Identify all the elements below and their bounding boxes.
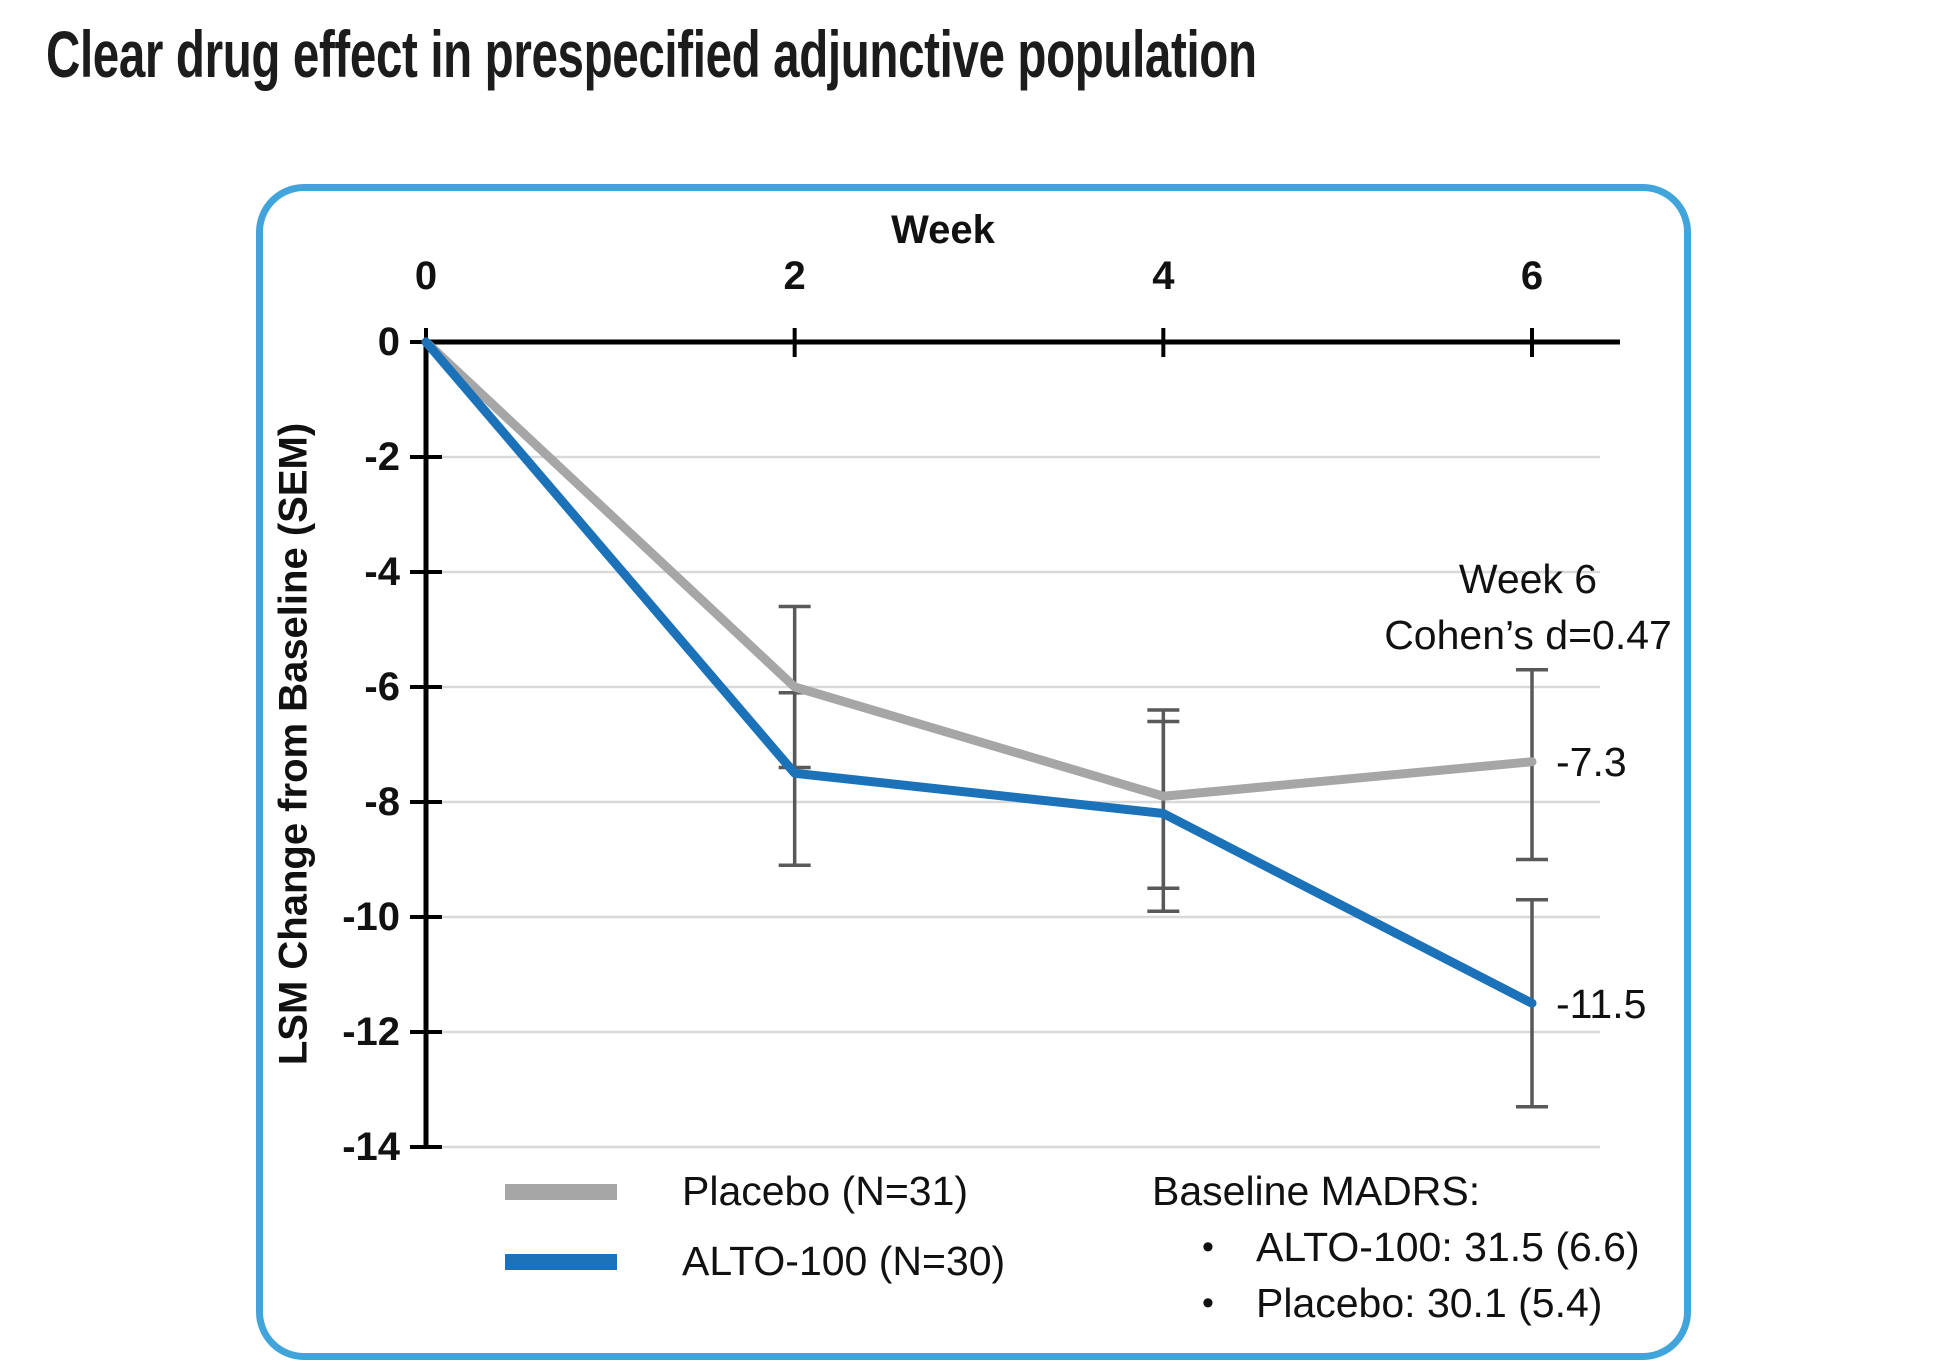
y-tick-label: -10 (342, 895, 400, 939)
alto-series-line (421, 337, 1537, 1008)
bullet-icon: • (1202, 1284, 1214, 1322)
y-tick-label: -14 (342, 1125, 400, 1169)
y-tick-label: -12 (342, 1010, 400, 1054)
x-tick-label: 4 (1152, 254, 1175, 298)
y-tick-label: -8 (364, 780, 400, 824)
y-tick-label: -6 (364, 665, 400, 709)
alto-legend-swatch (505, 1254, 617, 1270)
placebo-legend-label: Placebo (N=31) (682, 1168, 969, 1214)
y-tick-label: 0 (377, 320, 400, 364)
x-tick-label: 2 (783, 254, 806, 298)
x-tick-label: 0 (414, 254, 438, 298)
bullet-icon: • (1202, 1228, 1214, 1266)
y-tick-label: -4 (364, 550, 400, 594)
page-title: Clear drug effect in prespecified adjunc… (46, 17, 1257, 91)
alto-legend-label: ALTO-100 (N=30) (682, 1238, 1006, 1284)
baseline-madrs-alto: ALTO-100: 31.5 (6.6) (1256, 1224, 1640, 1270)
placebo-series-line (421, 337, 1537, 801)
placebo-endpoint-label: -7.3 (1556, 739, 1627, 785)
x-tick-label: 6 (1520, 254, 1544, 298)
alto-endpoint-label: -11.5 (1556, 981, 1647, 1027)
placebo-legend-swatch (505, 1184, 617, 1200)
x-axis-title: Week (891, 208, 995, 252)
y-tick-label: -2 (364, 435, 400, 479)
baseline-madrs-heading: Baseline MADRS: (1152, 1168, 1481, 1214)
annotation-week6: Week 6 (1458, 556, 1598, 602)
annotation-cohens-d: Cohen’s d=0.47 (1384, 612, 1672, 658)
y-axis-title: LSM Change from Baseline (SEM) (271, 422, 316, 1066)
baseline-madrs-placebo: Placebo: 30.1 (5.4) (1256, 1280, 1603, 1326)
